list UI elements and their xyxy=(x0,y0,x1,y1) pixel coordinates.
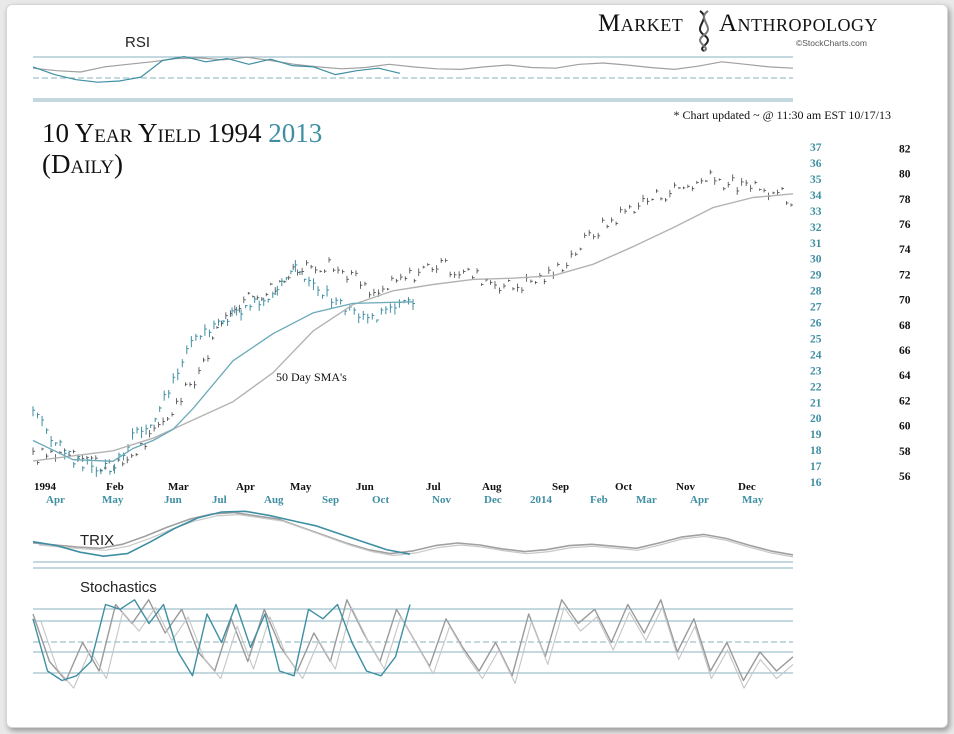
x-tick-2013: Jul xyxy=(212,494,227,506)
x-tick-1994: 1994 xyxy=(34,481,57,493)
brand-word-anthropology: Anthropology xyxy=(719,10,878,37)
y-tick-1994: 82 xyxy=(899,143,911,155)
sma-annotation: 50 Day SMA's xyxy=(276,370,347,384)
x-tick-1994: Dec xyxy=(738,481,756,493)
y-tick-1994: 64 xyxy=(899,370,911,382)
x-tick-2013: Sep xyxy=(322,494,339,506)
sma-line-1994 xyxy=(32,193,794,462)
x-tick-1994: Sep xyxy=(552,481,569,493)
y-tick-1994: 56 xyxy=(899,471,911,483)
y-tick-2013: 21 xyxy=(810,397,822,409)
x-tick-1994: May xyxy=(290,481,312,493)
x-tick-2013: Aug xyxy=(264,494,284,506)
y-tick-2013: 33 xyxy=(810,206,822,218)
y-tick-1994: 70 xyxy=(899,295,911,307)
x-tick-2013: Dec xyxy=(484,494,502,506)
trix-panel xyxy=(32,510,794,569)
rsi-line-1994 xyxy=(32,56,794,73)
rsi-line-2013 xyxy=(32,55,401,83)
y-tick-1994: 62 xyxy=(899,395,911,407)
y-tick-2013: 25 xyxy=(810,334,822,346)
chart-subtitle: (Daily) xyxy=(42,149,123,179)
trix-signal-1994 xyxy=(38,513,794,558)
x-tick-1994: Nov xyxy=(676,481,695,493)
y-tick-2013: 29 xyxy=(810,270,822,282)
x-axis-2013: Apr May Jun Jul Aug Sep Oct Nov Dec 2014 Feb Mar Apr… xyxy=(46,494,764,506)
brand-word-market: Market xyxy=(598,10,683,37)
y-tick-2013: 19 xyxy=(810,429,822,441)
y-tick-1994: 68 xyxy=(899,320,911,332)
y-tick-2013: 35 xyxy=(810,174,822,186)
y-tick-2013: 26 xyxy=(810,318,822,330)
y-tick-2013: 16 xyxy=(810,477,822,489)
dna-logo-icon xyxy=(699,10,709,52)
trix-line-2013 xyxy=(32,510,411,558)
x-tick-2013: Mar xyxy=(636,494,657,506)
stochastics-panel xyxy=(32,599,794,689)
x-tick-1994: Jun xyxy=(356,481,374,493)
update-note: * Chart updated ~ @ 11:30 am EST 10/17/1… xyxy=(673,108,891,122)
y-tick-1994: 78 xyxy=(899,194,911,206)
x-tick-2013: Oct xyxy=(372,494,389,506)
x-tick-2013: Jun xyxy=(164,494,182,506)
rsi-panel xyxy=(32,55,794,102)
trix-line-1994 xyxy=(32,511,794,556)
y-tick-2013: 17 xyxy=(810,461,822,473)
main-price-panel xyxy=(32,169,794,477)
y-tick-1994: 60 xyxy=(899,421,911,433)
x-tick-1994: Mar xyxy=(168,481,189,493)
y-tick-1994: 72 xyxy=(899,269,911,281)
y-tick-1994: 66 xyxy=(899,345,911,357)
y-tick-2013: 22 xyxy=(810,381,822,393)
trix-label: TRIX xyxy=(80,532,114,549)
y-tick-2013: 20 xyxy=(810,413,822,425)
y-tick-2013: 32 xyxy=(810,222,822,234)
y-tick-1994: 74 xyxy=(899,244,911,256)
y-tick-2013: 34 xyxy=(810,190,822,202)
x-tick-1994: Aug xyxy=(482,481,502,493)
x-tick-1994: Feb xyxy=(106,481,124,493)
y-tick-2013: 31 xyxy=(810,238,822,250)
stochastics-label: Stochastics xyxy=(80,579,157,596)
x-tick-1994: Jul xyxy=(426,481,441,493)
sma-line-2013 xyxy=(32,301,414,462)
y-tick-2013: 23 xyxy=(810,365,822,377)
title-highlight: 2013 xyxy=(268,118,322,148)
chart-title: 10 Year Yield 1994 2013 xyxy=(42,118,322,148)
y-tick-2013: 37 xyxy=(810,142,822,154)
x-tick-2013: Apr xyxy=(690,494,709,506)
x-tick-2013: Nov xyxy=(432,494,451,506)
x-tick-1994: Oct xyxy=(615,481,632,493)
y-axis-1994: 56 58 60 62 64 66 68 70 72 74 76 78 80 82 xyxy=(899,143,911,483)
y-axis-2013: 16 17 18 19 20 21 22 23 24 25 26 27 28 29 30 31 32 33 34 35… xyxy=(810,142,822,489)
y-tick-2013: 18 xyxy=(810,445,822,457)
x-tick-1994: Apr xyxy=(236,481,255,493)
y-tick-2013: 24 xyxy=(810,349,822,361)
y-tick-2013: 28 xyxy=(810,286,822,298)
stoch-signal-1994 xyxy=(40,606,794,689)
y-tick-1994: 80 xyxy=(899,169,911,181)
y-tick-2013: 36 xyxy=(810,158,822,170)
rsi-label: RSI xyxy=(125,34,150,51)
stoch-line-2013 xyxy=(32,599,411,682)
x-axis-1994: 1994 Feb Mar Apr May Jun Jul Aug Sep Oct Nov Dec xyxy=(34,481,756,493)
x-tick-2013: Apr xyxy=(46,494,65,506)
x-tick-2013: Feb xyxy=(590,494,608,506)
y-tick-1994: 76 xyxy=(899,219,911,231)
y-tick-2013: 27 xyxy=(810,302,822,314)
x-tick-2013: 2014 xyxy=(530,494,553,506)
title-prefix: 10 Year Yield 1994 xyxy=(42,118,268,148)
x-tick-2013: May xyxy=(742,494,764,506)
stoch-line-1994 xyxy=(32,599,794,682)
x-tick-2013: May xyxy=(102,494,124,506)
y-tick-1994: 58 xyxy=(899,446,911,458)
chart-card xyxy=(6,4,948,728)
brand-credit: ©StockCharts.com xyxy=(796,38,867,48)
y-tick-2013: 30 xyxy=(810,254,822,266)
